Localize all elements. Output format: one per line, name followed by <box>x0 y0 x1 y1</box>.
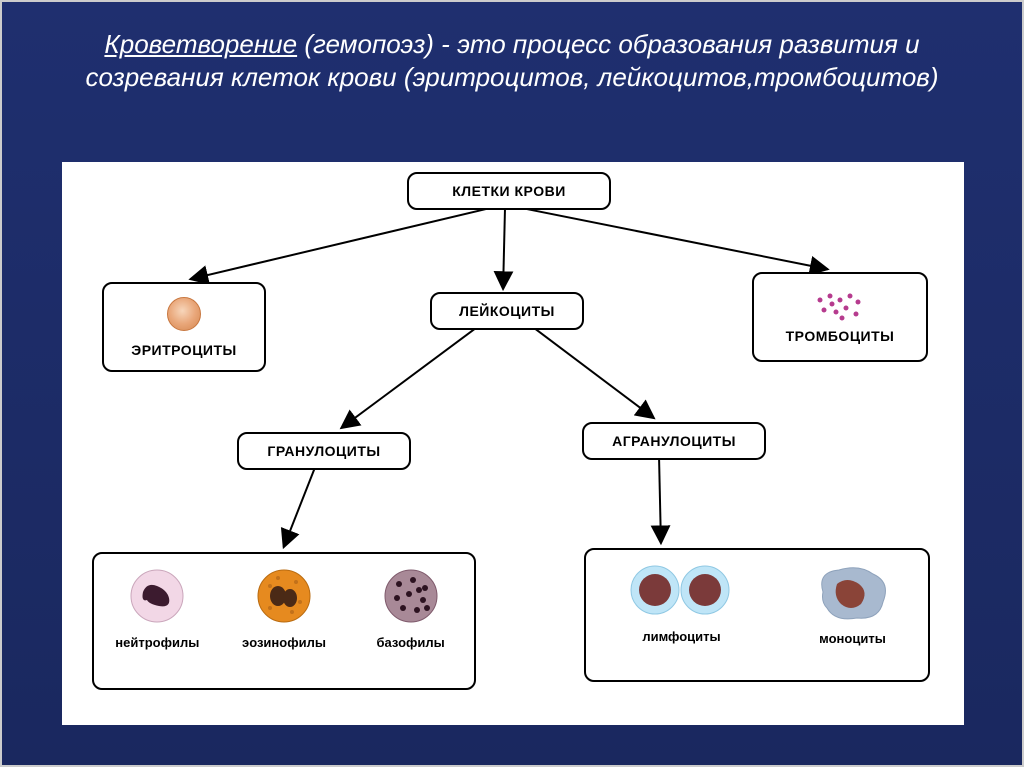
leaf-box-agranulocytes: лимфоциты моноциты <box>584 548 930 682</box>
node-granulocytes-label: ГРАНУЛОЦИТЫ <box>267 443 380 459</box>
leaf-lymphocytes: лимфоциты <box>602 562 762 644</box>
basophil-icon <box>383 568 439 624</box>
slide: Кроветворение (гемопоэз) - это процесс о… <box>0 0 1024 767</box>
leaf-monocytes: моноциты <box>793 562 913 646</box>
node-root: КЛЕТКИ КРОВИ <box>407 172 611 210</box>
leaf-basophils: базофилы <box>356 568 466 650</box>
leaf-neutrophils-label: нейтрофилы <box>102 635 212 650</box>
leaf-eosinophils: эозинофилы <box>229 568 339 650</box>
node-thrombocytes-label: ТРОМБОЦИТЫ <box>786 328 895 344</box>
node-leukocytes-label: ЛЕЙКОЦИТЫ <box>459 303 555 319</box>
title-lead: Кроветворение <box>104 29 297 59</box>
thrombocyte-icon <box>812 290 868 324</box>
leaf-lymphocytes-label: лимфоциты <box>602 629 762 644</box>
leaf-box-granulocytes: нейтрофилы эозинофилы <box>92 552 476 690</box>
eosinophil-icon <box>256 568 312 624</box>
leaf-monocytes-label: моноциты <box>793 631 913 646</box>
leaf-basophils-label: базофилы <box>356 635 466 650</box>
slide-title: Кроветворение (гемопоэз) - это процесс о… <box>50 28 974 93</box>
node-agranulocytes-label: АГРАНУЛОЦИТЫ <box>612 433 736 449</box>
node-root-label: КЛЕТКИ КРОВИ <box>452 183 566 199</box>
erythrocyte-icon <box>167 297 201 336</box>
leaf-eosinophils-label: эозинофилы <box>229 635 339 650</box>
neutrophil-icon <box>129 568 185 624</box>
diagram-area: КЛЕТКИ КРОВИ ЭРИТРОЦИТЫ ЛЕЙКОЦИТЫ <box>62 162 964 725</box>
node-thrombocytes: ТРОМБОЦИТЫ <box>752 272 928 362</box>
node-agranulocytes: АГРАНУЛОЦИТЫ <box>582 422 766 460</box>
node-leukocytes: ЛЕЙКОЦИТЫ <box>430 292 584 330</box>
node-erythrocytes-label: ЭРИТРОЦИТЫ <box>131 342 237 358</box>
monocyte-icon <box>813 562 893 624</box>
lymphocyte-icon <box>627 562 737 618</box>
node-granulocytes: ГРАНУЛОЦИТЫ <box>237 432 411 470</box>
node-erythrocytes: ЭРИТРОЦИТЫ <box>102 282 266 372</box>
leaf-neutrophils: нейтрофилы <box>102 568 212 650</box>
